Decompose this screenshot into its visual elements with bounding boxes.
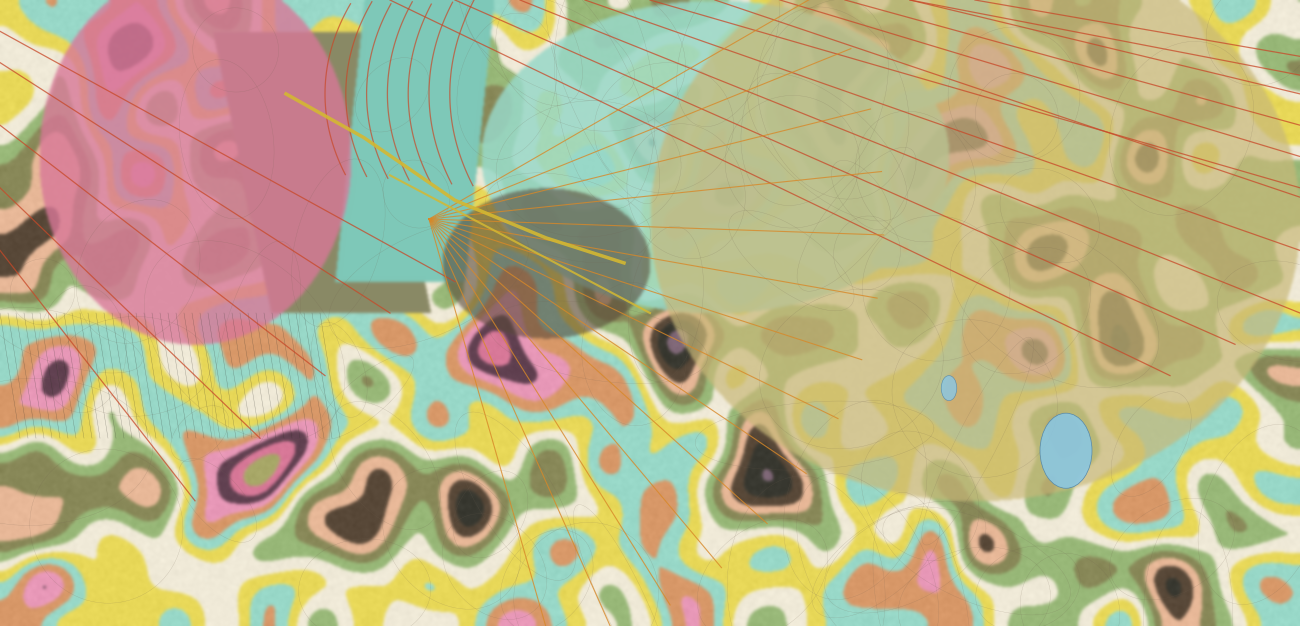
Ellipse shape (1040, 413, 1092, 488)
Ellipse shape (941, 376, 957, 401)
